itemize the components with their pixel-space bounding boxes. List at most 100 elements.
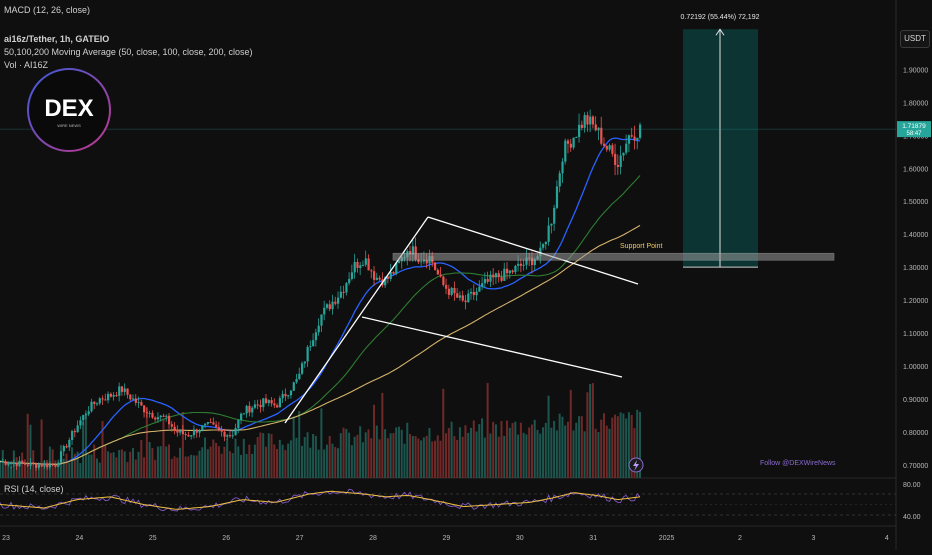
volume-bar <box>245 453 248 478</box>
last-price-countdown: 58:47 <box>906 131 922 137</box>
candle-body <box>137 402 140 404</box>
candle-body <box>168 415 171 425</box>
candle-body <box>417 259 420 263</box>
volume-bar <box>486 383 489 478</box>
volume-bar <box>206 449 209 478</box>
volume-bar <box>123 451 126 478</box>
volume-bar <box>190 454 193 478</box>
time-tick-label: 31 <box>589 535 597 542</box>
volume-bar <box>134 459 137 478</box>
candle-body <box>506 268 509 274</box>
candle-body <box>217 427 221 430</box>
volume-bar <box>511 423 514 478</box>
candle-body <box>544 241 548 245</box>
candle-body <box>481 283 484 287</box>
candle-body <box>98 398 101 404</box>
candle-body <box>109 393 113 397</box>
volume-bar <box>18 461 21 478</box>
volume-bar <box>575 422 578 478</box>
candle-body <box>467 293 470 303</box>
price-tick-label: 1.80000 <box>903 100 928 107</box>
volume-bar <box>420 440 423 478</box>
volume-bar <box>309 447 312 478</box>
candle-body <box>73 431 77 433</box>
volume-bar <box>467 432 470 478</box>
candle-body <box>442 276 445 285</box>
time-tick-label: 26 <box>222 535 230 542</box>
volume-bar <box>442 388 445 478</box>
candle-body <box>276 405 279 408</box>
volume-bar <box>165 446 168 478</box>
volume-bar <box>284 450 287 478</box>
currency-button[interactable]: USDT <box>900 30 930 48</box>
volume-bar <box>287 443 290 478</box>
candle-body <box>90 401 93 412</box>
volume-bar <box>469 427 472 478</box>
flag-pole-line <box>284 216 429 424</box>
candle-body <box>46 463 49 468</box>
ma50-line <box>0 137 641 466</box>
candle-body <box>461 295 464 301</box>
volume-bar <box>630 415 633 478</box>
volume-bar <box>433 440 436 478</box>
volume-bar <box>101 420 104 478</box>
volume-bar <box>381 392 384 478</box>
rsi-tick-label: 40.00 <box>903 514 921 521</box>
volume-bar <box>256 437 259 478</box>
volume-bar <box>373 404 376 478</box>
volume-bar <box>37 464 40 478</box>
candle-body <box>231 435 234 437</box>
volume-bar <box>417 438 420 478</box>
candle-body <box>120 386 124 392</box>
volume-bar <box>129 451 132 478</box>
candle-body <box>192 429 196 436</box>
volume-bar <box>168 444 171 478</box>
candle-body <box>359 265 362 268</box>
candle-body <box>464 300 467 303</box>
candle-body <box>131 398 135 400</box>
candle-body <box>104 399 107 401</box>
candle-body <box>65 446 68 448</box>
ma-legend: 50,100,200 Moving Average (50, close, 10… <box>4 47 253 57</box>
volume-bar <box>242 438 245 478</box>
candle-body <box>292 382 295 391</box>
candle-body <box>281 393 284 399</box>
volume-bar <box>267 433 270 478</box>
volume-bar <box>594 428 597 478</box>
candle-body <box>264 398 268 403</box>
volume-bar <box>348 432 351 478</box>
candle-body <box>184 434 187 436</box>
candle-body <box>303 361 306 364</box>
candle-body <box>605 145 608 150</box>
candle-body <box>469 291 473 294</box>
volume-bar <box>131 448 134 478</box>
candle-body <box>259 404 262 408</box>
volume-bar <box>195 455 198 478</box>
volume-bar <box>264 446 267 478</box>
volume-bar <box>281 444 284 478</box>
candle-body <box>198 430 201 433</box>
volume-bar <box>120 449 123 478</box>
moving-averages <box>0 137 641 466</box>
candle-body <box>68 440 71 448</box>
axes: 2.000001.900001.800001.700001.600001.500… <box>2 34 931 542</box>
candle-body <box>289 390 293 396</box>
candle-body <box>453 287 456 294</box>
price-tick-label: 1.50000 <box>903 199 928 206</box>
volume-bar <box>447 428 450 478</box>
volume-bar <box>228 451 231 478</box>
volume-bar <box>611 417 614 478</box>
volume-bar <box>439 440 442 478</box>
candle-body <box>489 274 492 282</box>
volume-bar <box>619 412 622 478</box>
candle-body <box>328 304 331 310</box>
volume-bar <box>0 459 1 478</box>
candle-body <box>425 259 428 264</box>
volume-bar <box>428 428 431 478</box>
candle-body <box>12 462 16 464</box>
candle-body <box>298 373 301 380</box>
volume-bar <box>253 444 256 478</box>
volume-bar <box>542 427 545 478</box>
